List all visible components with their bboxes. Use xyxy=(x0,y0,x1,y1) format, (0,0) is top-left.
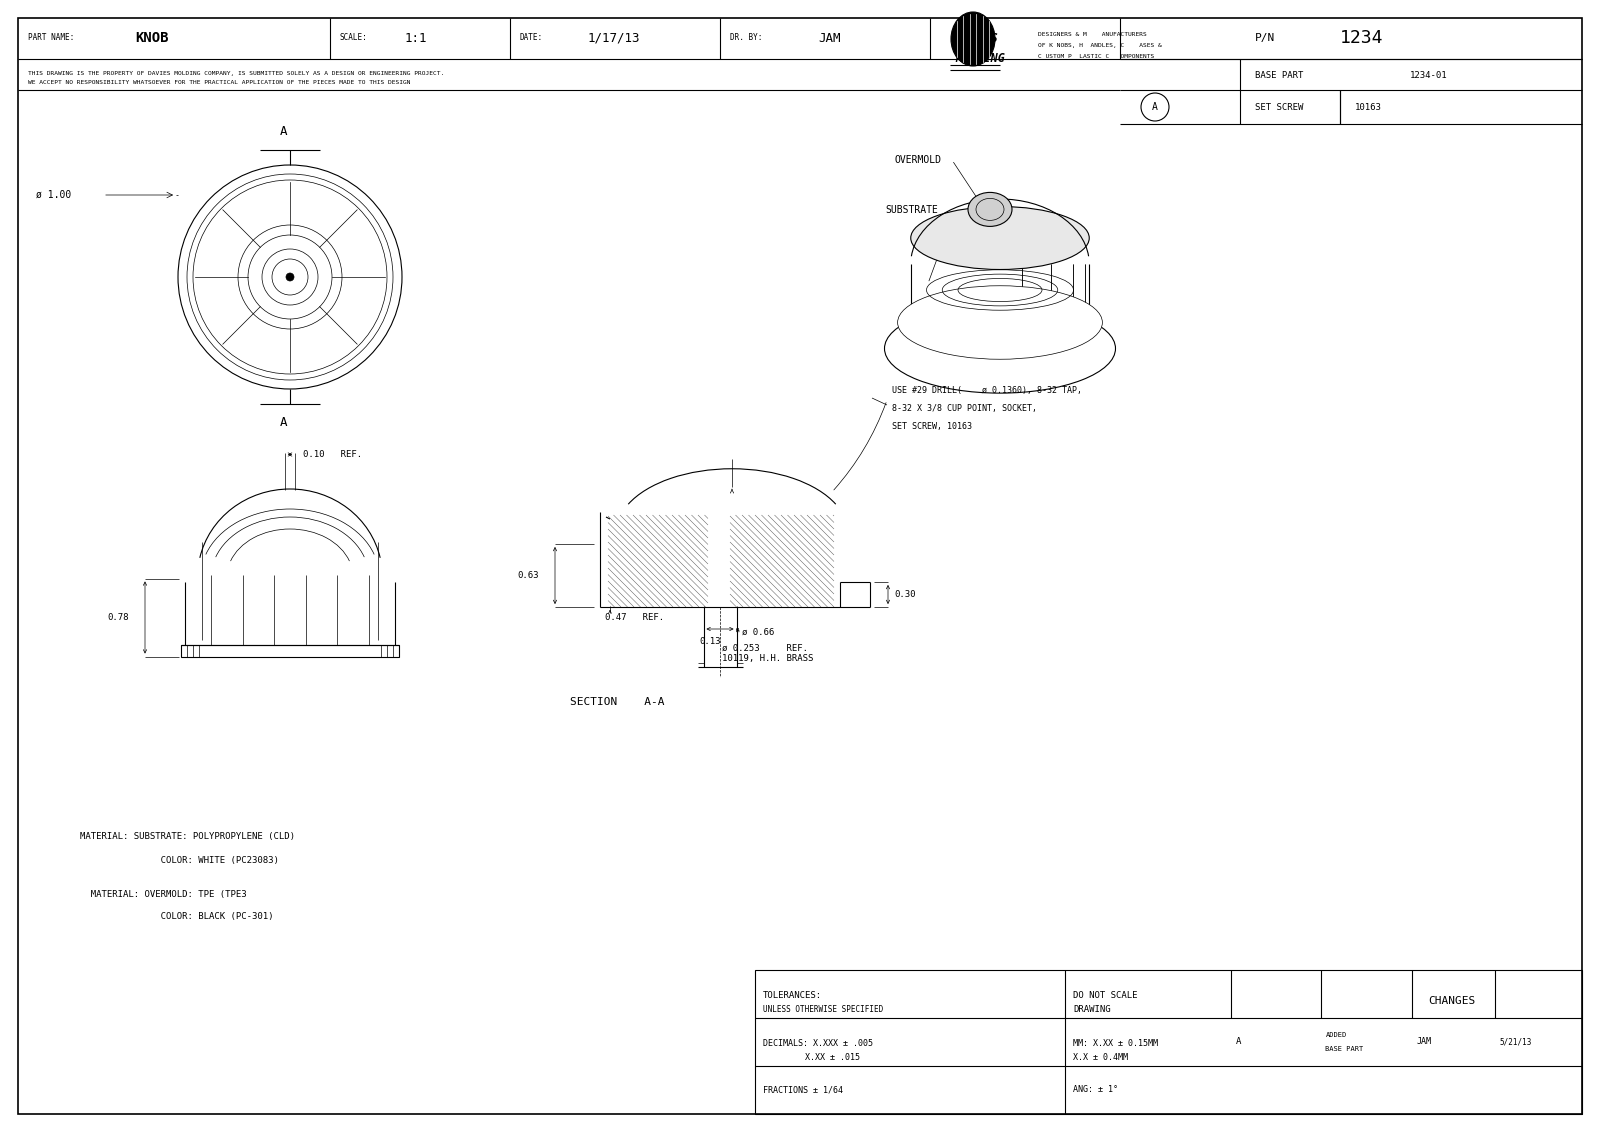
Text: USE #29 DRILL(    ø 0.1360), 8-32 TAP,: USE #29 DRILL( ø 0.1360), 8-32 TAP, xyxy=(893,386,1082,394)
Text: SUBSTRATE: SUBSTRATE xyxy=(885,205,938,215)
Bar xyxy=(755,970,1582,1114)
Text: ø 0.253     REF.: ø 0.253 REF. xyxy=(722,643,808,652)
Text: A: A xyxy=(1235,1038,1242,1046)
Text: C USTOM P  LASTIC C   OMPONENTS: C USTOM P LASTIC C OMPONENTS xyxy=(1038,53,1154,59)
Text: MOLDING: MOLDING xyxy=(955,51,1005,65)
Text: DO NOT SCALE: DO NOT SCALE xyxy=(1074,992,1138,1001)
Ellipse shape xyxy=(950,12,995,66)
Text: BASE PART: BASE PART xyxy=(1254,70,1304,79)
Text: X.XX ± .015: X.XX ± .015 xyxy=(805,1053,861,1062)
Text: MATERIAL: OVERMOLD: TPE (TPE3: MATERIAL: OVERMOLD: TPE (TPE3 xyxy=(80,890,246,899)
Text: A: A xyxy=(1152,102,1158,112)
Text: DATE:: DATE: xyxy=(520,34,542,43)
Ellipse shape xyxy=(968,192,1013,226)
Text: 0.13: 0.13 xyxy=(699,637,720,646)
Text: COLOR: WHITE (PC23083): COLOR: WHITE (PC23083) xyxy=(80,856,278,865)
Text: A: A xyxy=(280,126,288,138)
Text: TOLERANCES:: TOLERANCES: xyxy=(763,992,822,1001)
Text: DECIMALS: X.XXX ± .005: DECIMALS: X.XXX ± .005 xyxy=(763,1039,874,1048)
Text: 0.78: 0.78 xyxy=(107,614,128,621)
Text: X.X ± 0.4MM: X.X ± 0.4MM xyxy=(1074,1053,1128,1062)
Text: BASE PART: BASE PART xyxy=(1325,1046,1363,1052)
Text: DRAWING: DRAWING xyxy=(1074,1004,1110,1013)
Text: A: A xyxy=(280,415,288,429)
Text: FRACTIONS ± 1/64: FRACTIONS ± 1/64 xyxy=(763,1086,843,1095)
Text: 5/21/13: 5/21/13 xyxy=(1499,1038,1531,1046)
Text: 1234: 1234 xyxy=(1341,29,1384,48)
Text: P/N: P/N xyxy=(1254,33,1275,43)
Text: JAM: JAM xyxy=(818,32,840,44)
Text: ø 0.66: ø 0.66 xyxy=(742,628,774,636)
Bar xyxy=(181,644,398,657)
Text: SET SCREW, 10163: SET SCREW, 10163 xyxy=(893,421,973,430)
Ellipse shape xyxy=(910,206,1090,269)
Text: 0.47   REF.: 0.47 REF. xyxy=(605,612,664,621)
Ellipse shape xyxy=(898,285,1102,359)
Text: 0.30: 0.30 xyxy=(894,590,915,599)
Text: MATERIAL: SUBSTRATE: POLYPROPYLENE (CLD): MATERIAL: SUBSTRATE: POLYPROPYLENE (CLD) xyxy=(80,832,294,841)
Text: 8-32 X 3/8 CUP POINT, SOCKET,: 8-32 X 3/8 CUP POINT, SOCKET, xyxy=(893,403,1037,412)
Text: DAVIES: DAVIES xyxy=(955,32,998,44)
Text: 0.10   REF.: 0.10 REF. xyxy=(302,451,362,458)
Circle shape xyxy=(1141,93,1170,121)
Text: WE ACCEPT NO RESPONSIBILITY WHATSOEVER FOR THE PRACTICAL APPLICATION OF THE PIEC: WE ACCEPT NO RESPONSIBILITY WHATSOEVER F… xyxy=(29,80,411,86)
Ellipse shape xyxy=(885,303,1115,393)
Text: ø 1.00: ø 1.00 xyxy=(35,190,72,200)
Text: OF K NOBS, H  ANDLES, C    ASES &: OF K NOBS, H ANDLES, C ASES & xyxy=(1038,43,1162,48)
Text: 10163: 10163 xyxy=(1355,103,1382,111)
Text: 10119, H.H. BRASS: 10119, H.H. BRASS xyxy=(722,653,813,662)
Text: ADDED: ADDED xyxy=(1325,1032,1347,1038)
Text: CHANGES: CHANGES xyxy=(1429,996,1475,1006)
Text: SCALE:: SCALE: xyxy=(339,34,368,43)
Text: THIS DRAWING IS THE PROPERTY OF DAVIES MOLDING COMPANY, IS SUBMITTED SOLELY AS A: THIS DRAWING IS THE PROPERTY OF DAVIES M… xyxy=(29,71,445,77)
Text: 1:1: 1:1 xyxy=(405,32,427,44)
Text: 1234-01: 1234-01 xyxy=(1410,70,1448,79)
Text: COLOR: BLACK (PC-301): COLOR: BLACK (PC-301) xyxy=(80,911,274,920)
Circle shape xyxy=(286,273,294,281)
Text: JAM: JAM xyxy=(1416,1038,1432,1046)
Text: DESIGNERS & M    ANUFACTURERS: DESIGNERS & M ANUFACTURERS xyxy=(1038,33,1147,37)
Text: MM: X.XX ± 0.15MM: MM: X.XX ± 0.15MM xyxy=(1074,1039,1158,1048)
Text: PART NAME:: PART NAME: xyxy=(29,34,74,43)
Text: UNLESS OTHERWISE SPECIFIED: UNLESS OTHERWISE SPECIFIED xyxy=(763,1004,883,1013)
Text: ANG: ± 1°: ANG: ± 1° xyxy=(1074,1086,1118,1095)
Text: OVERMOLD: OVERMOLD xyxy=(894,155,942,165)
Text: 0.63: 0.63 xyxy=(517,571,539,580)
Text: SECTION    A-A: SECTION A-A xyxy=(570,697,664,708)
Text: KNOB: KNOB xyxy=(134,31,168,45)
Text: SET SCREW: SET SCREW xyxy=(1254,103,1304,111)
Text: DR. BY:: DR. BY: xyxy=(730,34,762,43)
Text: 1/17/13: 1/17/13 xyxy=(589,32,640,44)
Circle shape xyxy=(178,165,402,389)
